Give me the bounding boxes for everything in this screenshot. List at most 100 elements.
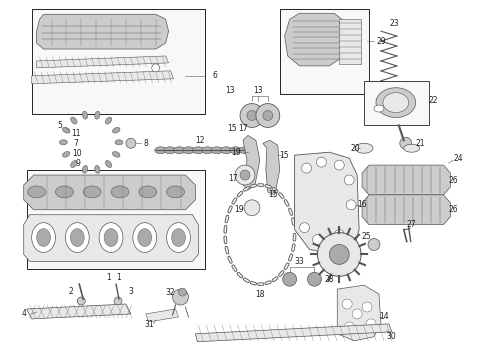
Circle shape — [329, 244, 349, 264]
Text: 27: 27 — [407, 220, 416, 229]
Ellipse shape — [374, 105, 384, 112]
Bar — [280, 9, 369, 94]
Polygon shape — [146, 309, 178, 322]
Ellipse shape — [83, 186, 101, 198]
Ellipse shape — [133, 223, 157, 252]
Text: 32: 32 — [166, 288, 175, 297]
Text: 17: 17 — [238, 124, 248, 133]
Circle shape — [247, 111, 257, 121]
Text: 5: 5 — [57, 121, 62, 130]
Bar — [26, 170, 205, 269]
Ellipse shape — [230, 147, 242, 154]
Text: 11: 11 — [72, 129, 81, 138]
FancyBboxPatch shape — [49, 14, 60, 24]
Text: 1: 1 — [117, 273, 122, 282]
Ellipse shape — [138, 229, 152, 247]
Ellipse shape — [82, 111, 88, 119]
Text: 19: 19 — [231, 148, 241, 157]
Polygon shape — [24, 215, 198, 261]
Text: 15: 15 — [279, 151, 289, 160]
Text: 12: 12 — [196, 136, 205, 145]
Ellipse shape — [37, 229, 50, 247]
Polygon shape — [285, 13, 349, 66]
Circle shape — [240, 170, 250, 180]
Text: 13: 13 — [253, 86, 263, 95]
Circle shape — [240, 104, 264, 127]
Circle shape — [172, 289, 189, 305]
Polygon shape — [32, 71, 173, 84]
Text: 15: 15 — [268, 190, 278, 199]
Text: 16: 16 — [357, 200, 367, 209]
Ellipse shape — [167, 223, 191, 252]
Text: 21: 21 — [416, 139, 425, 148]
Text: 26: 26 — [448, 176, 458, 185]
Ellipse shape — [192, 147, 204, 154]
Ellipse shape — [28, 186, 46, 198]
Ellipse shape — [383, 93, 409, 113]
Text: 17: 17 — [228, 174, 238, 183]
Circle shape — [362, 302, 372, 312]
FancyBboxPatch shape — [80, 14, 92, 24]
Ellipse shape — [95, 166, 100, 173]
Text: 18: 18 — [255, 289, 265, 298]
Circle shape — [263, 111, 273, 121]
Polygon shape — [362, 165, 450, 195]
Circle shape — [344, 175, 354, 185]
Ellipse shape — [71, 117, 77, 124]
Text: 2: 2 — [69, 287, 74, 296]
Ellipse shape — [355, 143, 373, 153]
Ellipse shape — [164, 147, 176, 154]
Text: 29: 29 — [376, 37, 386, 46]
Ellipse shape — [239, 147, 251, 154]
Circle shape — [178, 288, 187, 296]
Circle shape — [334, 230, 344, 239]
Text: 13: 13 — [225, 86, 235, 95]
Text: 10: 10 — [73, 149, 82, 158]
Ellipse shape — [55, 186, 74, 198]
Circle shape — [256, 104, 280, 127]
Text: 20: 20 — [350, 144, 360, 153]
Text: 33: 33 — [294, 257, 304, 266]
Circle shape — [126, 138, 136, 148]
Bar — [364, 81, 429, 125]
Ellipse shape — [113, 152, 120, 157]
Ellipse shape — [62, 152, 70, 157]
Text: 31: 31 — [144, 320, 153, 329]
Text: 30: 30 — [386, 332, 396, 341]
Circle shape — [77, 297, 85, 305]
FancyBboxPatch shape — [64, 14, 76, 24]
Circle shape — [244, 200, 260, 216]
Ellipse shape — [173, 147, 185, 154]
Ellipse shape — [59, 140, 68, 145]
Ellipse shape — [183, 147, 195, 154]
Circle shape — [344, 322, 354, 332]
Circle shape — [334, 160, 344, 170]
Ellipse shape — [65, 223, 89, 252]
FancyBboxPatch shape — [128, 14, 140, 24]
Text: 1: 1 — [107, 273, 111, 282]
Ellipse shape — [71, 161, 77, 167]
Circle shape — [308, 272, 321, 286]
Ellipse shape — [376, 88, 416, 117]
Circle shape — [313, 235, 322, 244]
Text: 26: 26 — [448, 205, 458, 214]
Circle shape — [301, 163, 312, 173]
Ellipse shape — [167, 186, 184, 198]
FancyBboxPatch shape — [112, 14, 124, 24]
Polygon shape — [263, 140, 280, 195]
Circle shape — [342, 299, 352, 309]
Polygon shape — [196, 324, 392, 342]
Ellipse shape — [99, 223, 123, 252]
Text: 14: 14 — [379, 312, 389, 321]
Polygon shape — [337, 285, 381, 341]
Ellipse shape — [32, 223, 55, 252]
Polygon shape — [294, 152, 359, 255]
Text: 22: 22 — [429, 96, 438, 105]
Text: 28: 28 — [324, 275, 334, 284]
Circle shape — [346, 200, 356, 210]
Bar — [339, 19, 361, 64]
Ellipse shape — [104, 229, 118, 247]
Polygon shape — [26, 304, 131, 319]
Text: 3: 3 — [128, 287, 133, 296]
Ellipse shape — [105, 161, 112, 167]
